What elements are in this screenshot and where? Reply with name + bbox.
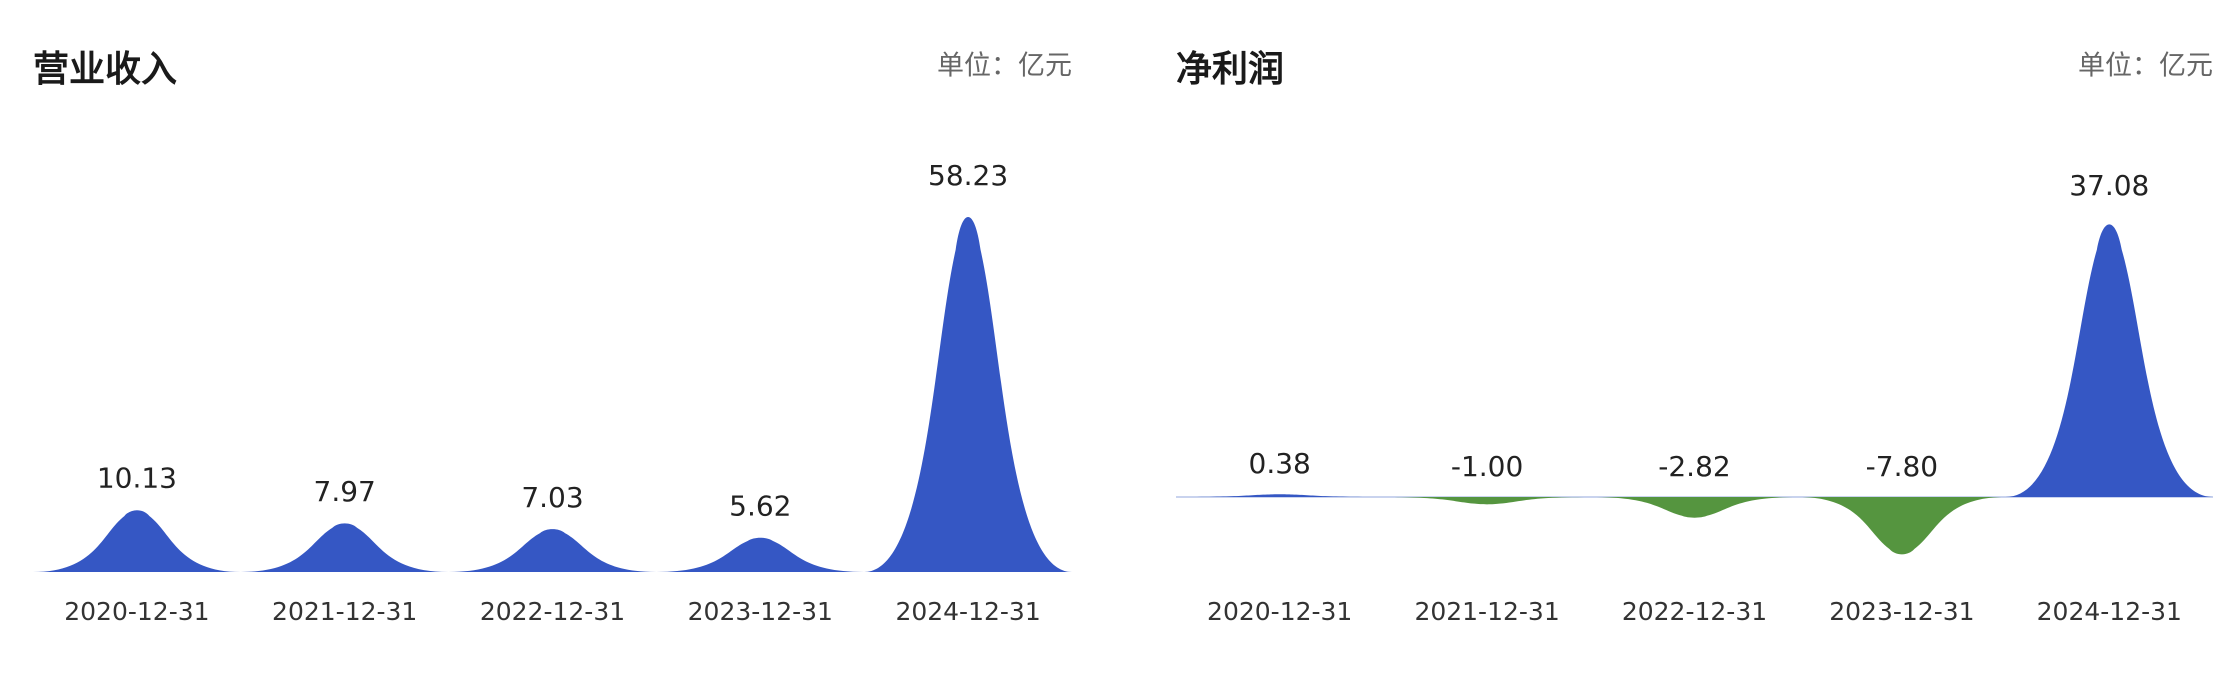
value-label: 7.03 bbox=[521, 481, 583, 514]
value-label: 5.62 bbox=[729, 490, 791, 523]
value-label: -1.00 bbox=[1451, 450, 1523, 483]
value-label: 7.97 bbox=[314, 475, 376, 508]
x-tick-label: 2024-12-31 bbox=[2037, 597, 2182, 626]
peak-bar bbox=[33, 510, 241, 572]
value-label: -2.82 bbox=[1658, 450, 1730, 483]
peak-bar bbox=[864, 216, 1072, 573]
chart-title: 营业收入 bbox=[33, 49, 177, 90]
peak-bar bbox=[1590, 497, 1799, 518]
peak-bar bbox=[2005, 224, 2213, 497]
peak-bar bbox=[1383, 497, 1591, 505]
x-tick-label: 2020-12-31 bbox=[64, 597, 209, 626]
x-tick-label: 2023-12-31 bbox=[688, 597, 833, 626]
peak-bar bbox=[448, 529, 657, 572]
unit-label: 单位：亿元 bbox=[2078, 51, 2213, 82]
value-label: 58.23 bbox=[928, 159, 1008, 192]
x-tick-label: 2022-12-31 bbox=[1622, 597, 1767, 626]
peak-bar bbox=[1176, 494, 1384, 497]
x-tick-label: 2020-12-31 bbox=[1207, 597, 1352, 626]
x-tick-label: 2024-12-31 bbox=[895, 597, 1040, 626]
value-label: 10.13 bbox=[97, 461, 177, 494]
x-tick-label: 2023-12-31 bbox=[1829, 597, 1974, 626]
peak-bar bbox=[656, 537, 865, 572]
value-label: -7.80 bbox=[1866, 450, 1938, 483]
peak-bar bbox=[1798, 497, 2006, 555]
chart-title: 净利润 bbox=[1176, 49, 1284, 90]
x-tick-label: 2021-12-31 bbox=[272, 597, 417, 626]
x-tick-label: 2022-12-31 bbox=[480, 597, 625, 626]
peak-bar bbox=[240, 523, 449, 572]
value-label: 0.38 bbox=[1249, 447, 1311, 480]
x-tick-label: 2021-12-31 bbox=[1414, 597, 1559, 626]
value-label: 37.08 bbox=[2069, 169, 2149, 202]
unit-label: 单位：亿元 bbox=[937, 51, 1072, 82]
